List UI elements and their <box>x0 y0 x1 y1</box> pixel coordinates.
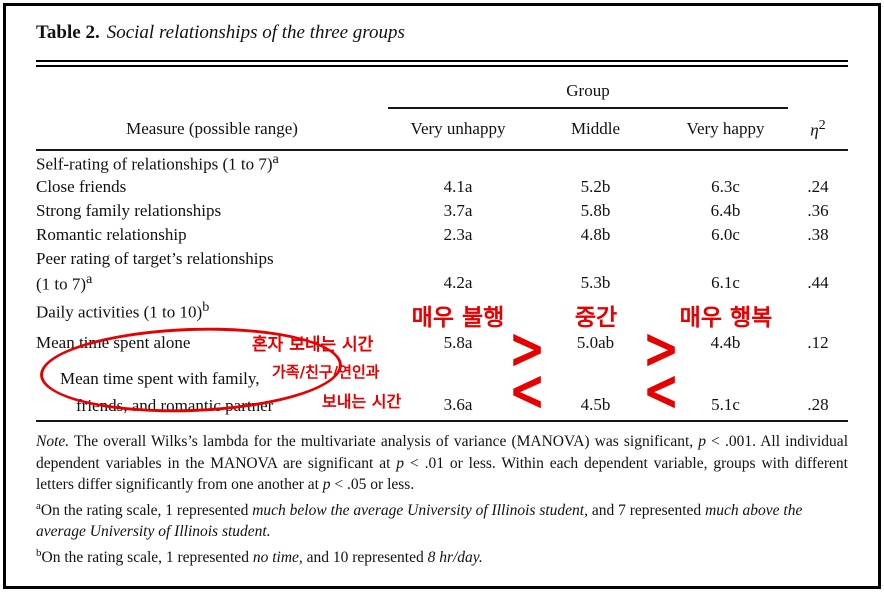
value-cell <box>788 150 848 175</box>
table-notes: Note. The overall Wilks’s lambda for the… <box>36 431 848 568</box>
value-cell <box>388 150 528 175</box>
footnote-marker: b <box>36 546 42 559</box>
value-cell: 4.5b <box>580 395 611 414</box>
value-cell: 3.7a <box>443 201 473 220</box>
double-rule-top <box>36 60 848 67</box>
value-cell: .24 <box>807 177 829 196</box>
measure-cell: (1 to 7)a <box>36 271 388 295</box>
value-cell: 6.0c <box>711 225 740 244</box>
empty-cell <box>36 75 388 108</box>
value-cell: .36 <box>807 201 829 220</box>
measure-cell: Peer rating of target’s relationships <box>36 249 274 268</box>
measure-cell: Daily activities (1 to 10)b <box>36 295 388 327</box>
column-header-middle: Middle <box>528 108 663 151</box>
table-row-time-with-family: Mean time spent with family, friends, an… <box>36 359 848 419</box>
eta-exponent: 2 <box>818 116 826 133</box>
value-cell <box>788 295 848 327</box>
value-cell: 5.3b <box>580 273 611 292</box>
measure-cell: Mean time spent with family, friends, an… <box>36 359 388 419</box>
measure-cell: Romantic relationship <box>36 225 187 244</box>
row-label: Daily activities (1 to 10) <box>36 302 203 322</box>
empty-cell <box>788 75 848 108</box>
value-cell: 5.1c <box>711 395 740 414</box>
value-cell <box>663 295 788 327</box>
value-cell <box>388 295 528 327</box>
value-cell <box>663 247 788 271</box>
footnote-b: bOn the rating scale, 1 represented no t… <box>36 546 483 566</box>
single-rule-bottom <box>36 420 848 422</box>
value-cell: 2.3a <box>443 225 473 244</box>
value-cell: .28 <box>807 395 829 414</box>
eta-symbol: η <box>810 120 819 140</box>
value-cell: 5.0ab <box>576 333 615 352</box>
measure-cell: Mean time spent alone <box>36 333 191 352</box>
table-row-section-self-rating: Self-rating of relationships (1 to 7)a <box>36 150 848 175</box>
footnote-marker: b <box>202 299 210 316</box>
column-header-eta-squared: η2 <box>788 108 848 151</box>
row-label: (1 to 7) <box>36 274 87 294</box>
value-cell: 6.3c <box>711 177 740 196</box>
column-header-row: Measure (possible range) Very unhappy Mi… <box>36 108 848 151</box>
value-cell <box>788 247 848 271</box>
table-number: Table 2. <box>36 22 100 43</box>
value-cell: 3.6a <box>443 395 473 414</box>
note-label: Note. <box>36 433 70 450</box>
column-header-very-happy: Very happy <box>663 108 788 151</box>
column-header-measure: Measure (possible range) <box>36 108 388 151</box>
value-cell <box>388 247 528 271</box>
group-header-row: Group <box>36 75 848 109</box>
value-cell <box>528 247 663 271</box>
measure-cell: Close friends <box>36 177 127 196</box>
footnote-marker: a <box>272 151 279 168</box>
table-title-text: Social relationships of the three groups <box>106 22 405 43</box>
value-cell: 4.1a <box>443 177 473 196</box>
table-row-romantic: Romantic relationship 2.3a 4.8b 6.0c .38 <box>36 223 848 247</box>
value-cell: 5.8b <box>580 201 611 220</box>
value-cell <box>663 150 788 175</box>
p-symbol: p <box>698 433 707 450</box>
table-row-time-alone: Mean time spent alone 5.8a 5.0ab 4.4b .1… <box>36 327 848 359</box>
table-content: Table 2. Social relationships of the thre… <box>36 20 848 568</box>
footnote-marker: a <box>36 499 41 512</box>
row-label: Self-rating of relationships (1 to 7) <box>36 154 273 174</box>
value-cell: 5.2b <box>580 177 611 196</box>
data-table: Group Measure (possible range) Very unha… <box>36 75 848 419</box>
table-row-strong-family: Strong family relationships 3.7a 5.8b 6.… <box>36 199 848 223</box>
measure-cell: Strong family relationships <box>36 201 222 220</box>
measure-cell: Self-rating of relationships (1 to 7)a <box>36 150 388 175</box>
table-row-section-peer-rating: Peer rating of target’s relationships <box>36 247 848 271</box>
row-label-line-1: Mean time spent with family, <box>60 369 260 388</box>
row-label-line-2: friends, and romantic partner <box>76 396 274 415</box>
note-paragraph: Note. The overall Wilks’s lambda for the… <box>36 433 848 493</box>
value-cell: .44 <box>807 273 829 292</box>
table-row-peer-rating-values: (1 to 7)a 4.2a 5.3b 6.1c .44 <box>36 271 848 295</box>
value-cell: .12 <box>807 333 829 352</box>
value-cell: 6.4b <box>710 201 741 220</box>
value-cell <box>528 150 663 175</box>
footnote-a: aOn the rating scale, 1 represented much… <box>36 499 803 541</box>
p-symbol: p <box>396 454 405 472</box>
group-header: Group <box>388 75 788 109</box>
column-header-very-unhappy: Very unhappy <box>388 108 528 151</box>
table-row-section-daily-activities: Daily activities (1 to 10)b <box>36 295 848 327</box>
value-cell: 4.8b <box>580 225 611 244</box>
value-cell: .38 <box>807 225 829 244</box>
value-cell: 5.8a <box>443 333 473 352</box>
value-cell: 4.4b <box>710 333 741 352</box>
value-cell <box>528 295 663 327</box>
table-caption: Table 2. Social relationships of the thre… <box>36 20 848 46</box>
p-symbol: p <box>322 476 331 493</box>
value-cell: 6.1c <box>711 273 740 292</box>
footnote-marker: a <box>86 271 93 288</box>
table-row-close-friends: Close friends 4.1a 5.2b 6.3c .24 <box>36 175 848 199</box>
value-cell: 4.2a <box>443 273 473 292</box>
